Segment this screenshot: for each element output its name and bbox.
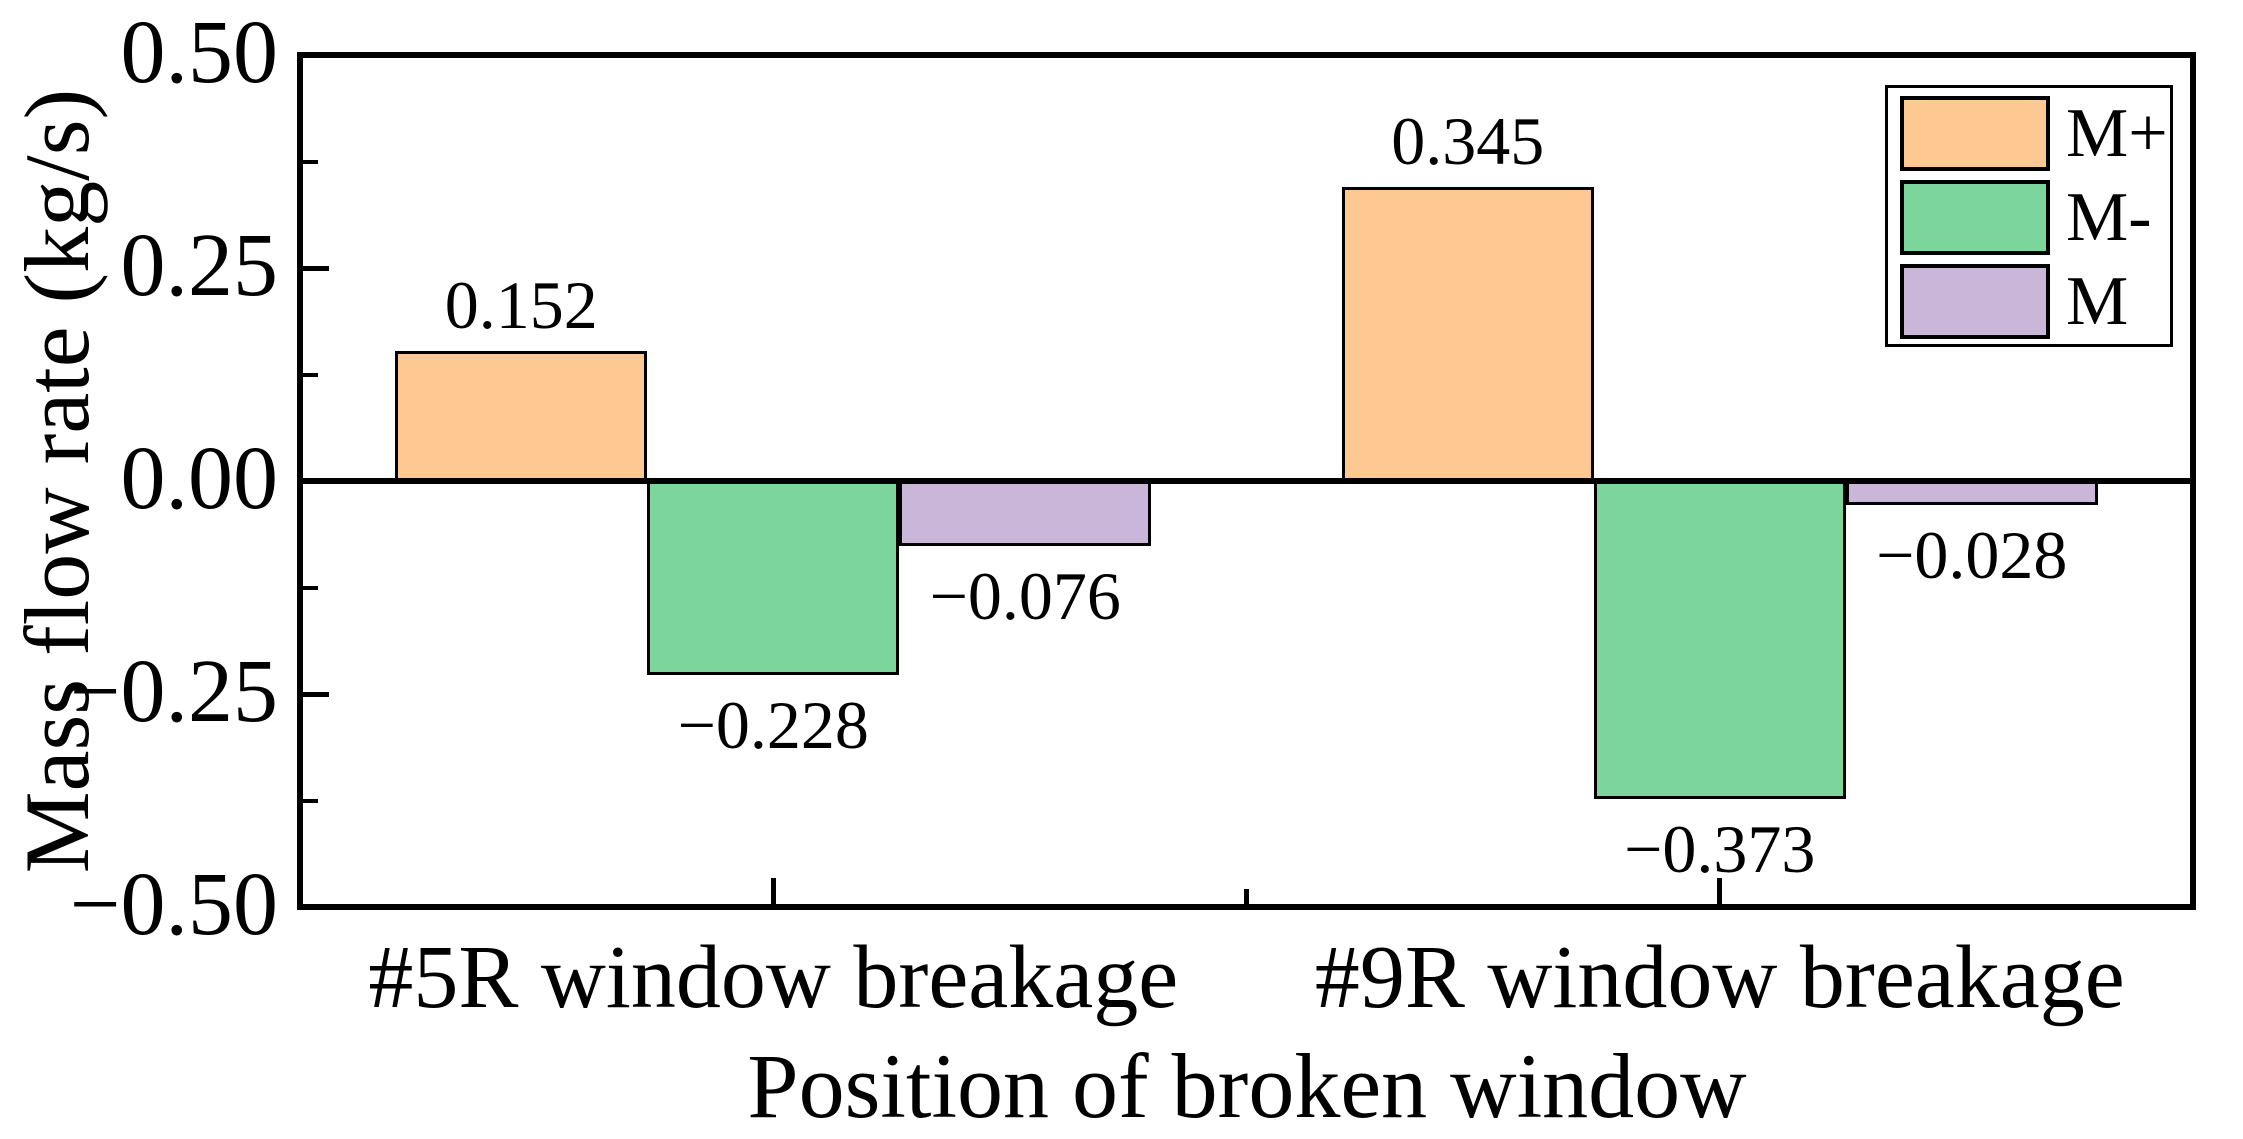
y-minor-tick-mark [303, 798, 318, 803]
y-tick-label: 0.00 [120, 429, 279, 529]
x-axis-title: Position of broken window [747, 1035, 1747, 1137]
legend-swatch [1900, 180, 2050, 255]
y-tick-label: −0.50 [69, 855, 278, 955]
x-category-label: #5R window breakage [368, 928, 1179, 1027]
bar-value-label: −0.076 [929, 557, 1121, 634]
y-tick-mark [303, 265, 329, 271]
bar [899, 481, 1152, 546]
x-category-label: #9R window breakage [1314, 928, 2125, 1027]
legend-swatch [1900, 96, 2050, 171]
y-tick-mark [303, 904, 329, 910]
legend-entry: M [1888, 264, 2170, 339]
bar-value-label: 0.345 [1391, 103, 1545, 180]
y-minor-tick-mark [303, 372, 318, 377]
legend-entry: M+ [1888, 96, 2170, 171]
legend-label: M+ [2066, 94, 2168, 172]
y-minor-tick-mark [303, 585, 318, 590]
y-tick-mark [303, 52, 329, 58]
y-axis-title: Mass flow rate (kg/s) [6, 88, 108, 874]
bar-value-label: −0.028 [1876, 516, 2068, 593]
y-tick-label: −0.25 [69, 642, 278, 742]
zero-baseline [303, 478, 2190, 484]
y-tick-mark [303, 478, 329, 484]
legend: M+ M- M [1885, 85, 2173, 347]
legend-swatch [1900, 264, 2050, 339]
bar [395, 351, 648, 481]
legend-entry: M- [1888, 180, 2170, 255]
bar-value-label: −0.373 [1624, 810, 1816, 887]
y-tick-label: 0.25 [120, 216, 279, 316]
bar [1341, 187, 1594, 481]
x-tick-mark [1717, 878, 1723, 904]
bar-value-label: −0.228 [677, 687, 869, 764]
y-tick-mark [303, 691, 329, 697]
y-minor-tick-mark [303, 159, 318, 164]
bar [1845, 481, 2098, 505]
x-minor-tick-mark [1244, 889, 1249, 904]
y-tick-label: 0.50 [120, 3, 279, 103]
x-tick-mark [770, 878, 776, 904]
bar [1593, 481, 1846, 799]
legend-label: M- [2066, 178, 2152, 256]
bar-value-label: 0.152 [444, 267, 598, 344]
legend-label: M [2066, 262, 2129, 340]
bar [647, 481, 900, 676]
